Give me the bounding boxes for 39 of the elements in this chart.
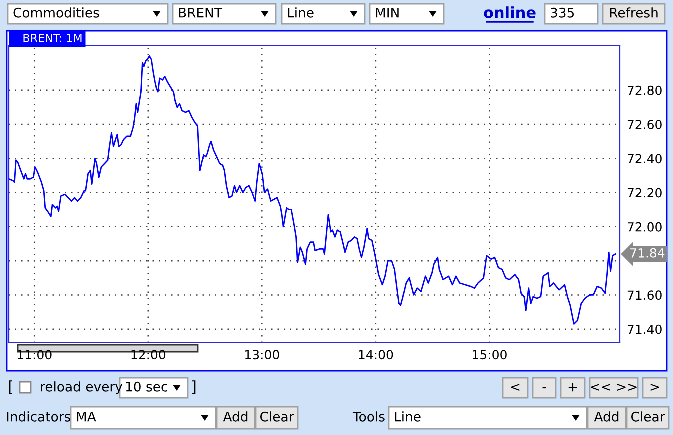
text: Add [223,412,248,422]
x-tick-label: 15:00 [473,350,507,360]
x-tick-label: 13:00 [246,350,280,360]
text: Line [395,412,421,422]
text: 335 [551,8,574,18]
y-tick-label: 72.80 [628,86,662,96]
line-series [9,56,616,325]
annotation: 71.84 [630,248,665,258]
y-tick-label: 72.40 [628,154,662,164]
y-tick-label: 72.60 [628,120,662,130]
text: - [542,388,546,389]
y-tick-label: 72.00 [628,222,662,232]
text: MA [77,412,96,422]
text: reload every [41,382,123,394]
text: Clear [260,412,294,422]
text: Add [594,412,619,422]
text: Refresh [610,8,658,18]
text: Indicators [7,412,71,422]
text: MIN [376,8,399,18]
text: [ [9,380,12,394]
text: Tools [352,412,385,422]
text: BRENT [179,8,223,18]
x-tick-label: 14:00 [359,350,394,360]
text: online [484,6,536,18]
chart-title: BRENT: 1M [24,34,82,42]
text: > [650,384,660,392]
y-tick-label: 71.60 [628,290,662,300]
text: Clear [631,412,666,422]
text: << >> [591,384,637,392]
x-tick-label: 11:00 [18,350,52,360]
text: Line [288,8,314,18]
y-tick-label: 71.40 [628,324,662,334]
y-tick-label: 72.20 [628,188,662,198]
x-tick-label: 12:00 [132,350,166,360]
text: + [568,383,578,392]
text: 10 sec [126,382,168,392]
text: Commodities [14,8,100,18]
text: < [511,384,520,392]
text: ] [192,380,196,394]
